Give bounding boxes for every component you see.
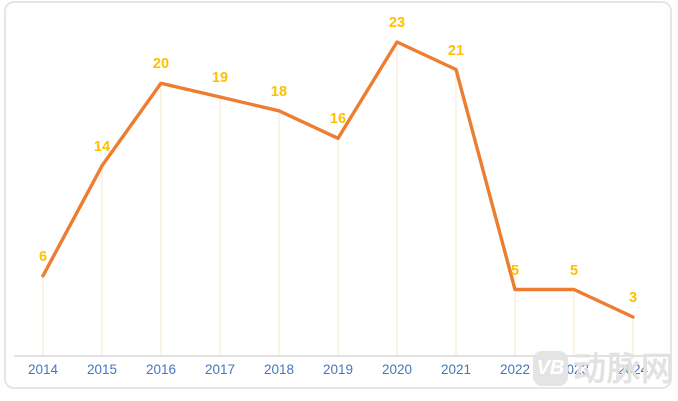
x-axis-label-2015: 2015	[86, 362, 118, 377]
data-label-2017: 19	[211, 70, 229, 86]
data-label-2020: 23	[388, 15, 406, 31]
data-label-2022: 5	[510, 262, 520, 279]
x-axis-label-2023: 2023	[558, 362, 590, 377]
data-label-2019: 16	[329, 111, 347, 128]
x-axis-label-2024: 2024	[617, 362, 649, 377]
data-label-2018: 18	[270, 83, 288, 100]
x-axis-label-2021: 2021	[440, 362, 472, 377]
x-axis-label-2022: 2022	[499, 362, 531, 377]
x-axis-label-2016: 2016	[145, 362, 177, 377]
data-label-2024: 3	[628, 290, 638, 306]
data-label-2023: 5	[569, 262, 579, 279]
data-label-2016: 20	[152, 56, 170, 73]
x-axis-label-2020: 2020	[381, 362, 413, 377]
data-label-2014: 6	[38, 248, 48, 265]
x-axis-label-2014: 2014	[27, 362, 59, 377]
x-axis-label-2017: 2017	[204, 362, 236, 377]
x-axis-label-2019: 2019	[322, 362, 354, 377]
data-label-2015: 14	[93, 138, 111, 155]
data-label-2021: 21	[447, 42, 465, 59]
data-series-line	[41, 40, 635, 319]
x-axis-label-2018: 2018	[263, 362, 295, 377]
